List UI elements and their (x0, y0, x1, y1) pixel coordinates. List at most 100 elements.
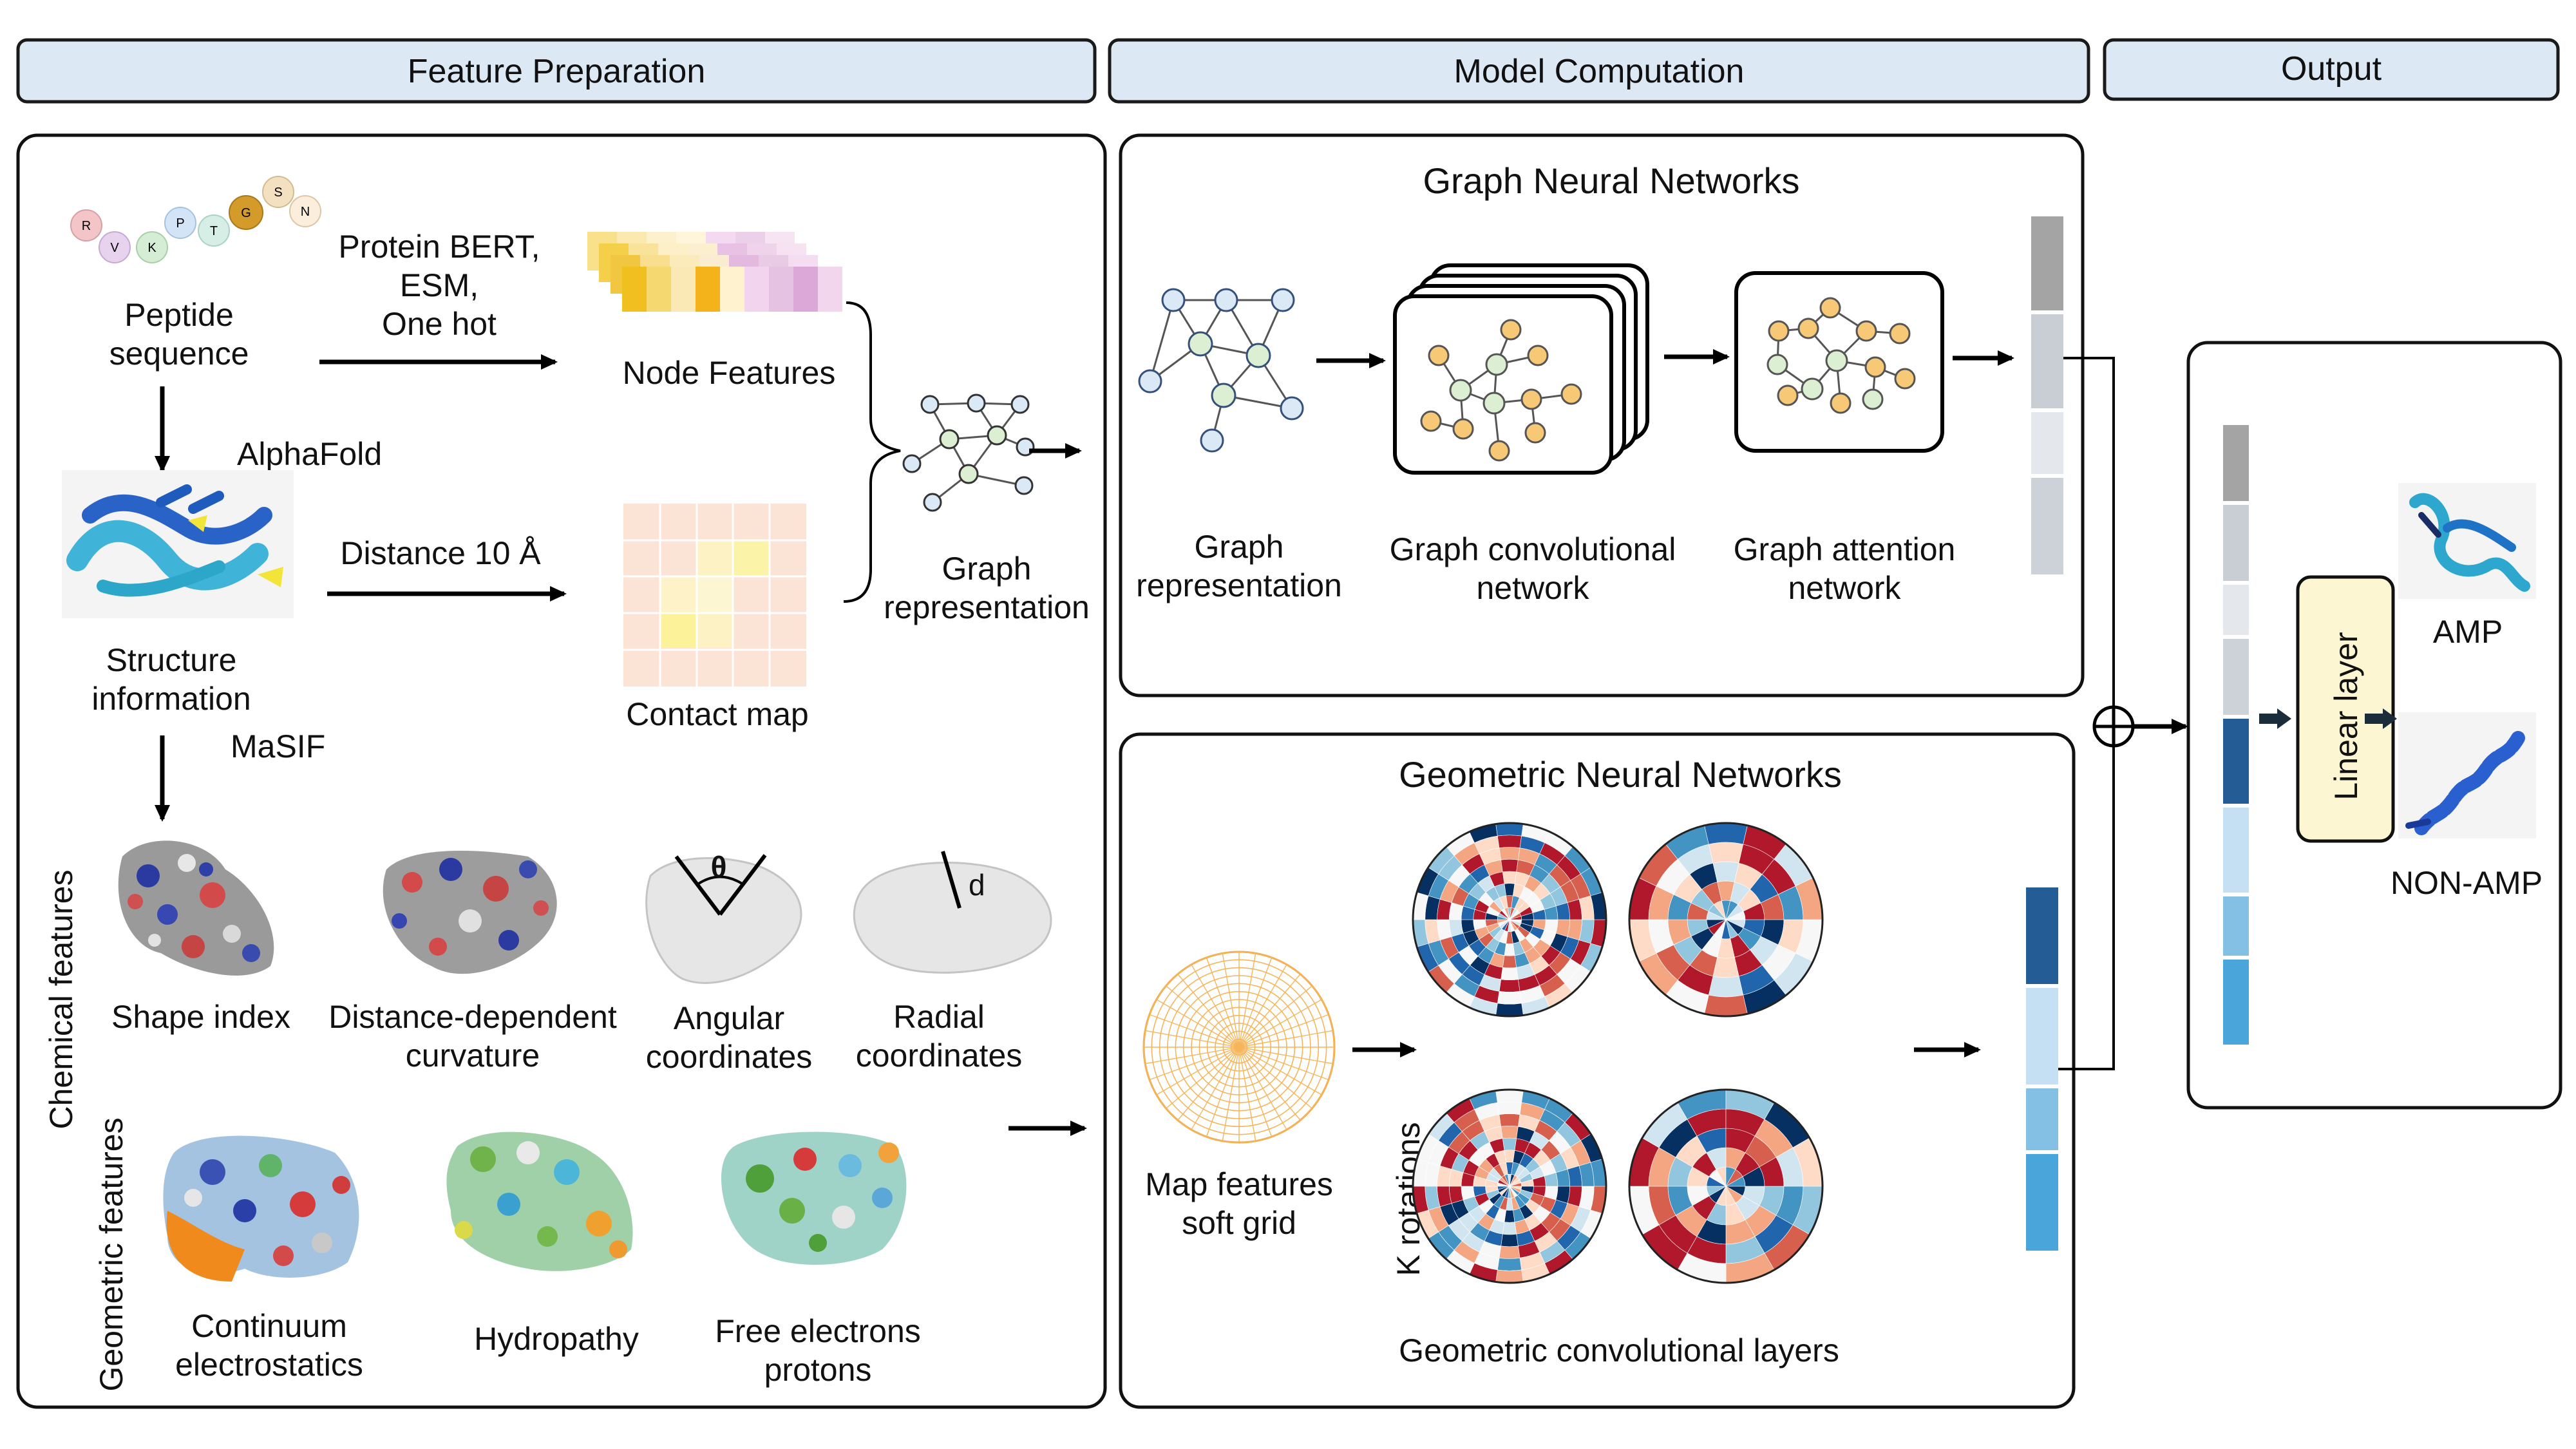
non-amp-label: NON-AMP (2391, 865, 2543, 901)
polar-cell (1712, 861, 1739, 882)
angular-coordinates-label-1: Angular (674, 1000, 784, 1036)
header-output: Output (2103, 38, 2560, 101)
hydropathy-surface-icon (446, 1132, 633, 1271)
map-features-label-2: soft grid (1182, 1205, 1296, 1241)
geo-output-embedding (2026, 887, 2058, 1251)
non-amp-structure-icon (2398, 712, 2536, 838)
free-electrons-label-1: Free electrons (715, 1313, 921, 1349)
polar-cell (1497, 1258, 1522, 1271)
header-feature-preparation: Feature Preparation (16, 38, 1097, 104)
polar-cell (1501, 1233, 1519, 1247)
soft-grid-spoke (1166, 985, 1240, 1048)
polar-outline (1628, 1088, 1824, 1284)
soft-grid-spoke (1238, 1046, 1301, 1121)
soft-grid-spoke (1238, 964, 1287, 1048)
soft-grid-spoke (1238, 1014, 1329, 1048)
graph-representation-label-1: Graph (942, 551, 1032, 587)
electrostatics-label-2: electrostatics (175, 1347, 363, 1383)
polar-cell (1708, 976, 1744, 998)
linear-layer-label: Linear layer (2328, 632, 2364, 800)
contact-map-matrix (623, 504, 806, 687)
small-arrow-to-classes (2365, 708, 2397, 729)
free-electrons-label-2: protons (764, 1352, 872, 1388)
soft-grid-spoke (1206, 1046, 1240, 1137)
electrostatics-label-1: Continuum (191, 1308, 347, 1344)
polar-cell (1502, 871, 1517, 884)
gcn-label-2: network (1476, 570, 1589, 606)
conv-polar-plot-4 (1628, 1088, 1824, 1284)
peptide-letter-s: S (274, 185, 282, 200)
soft-grid-spoke (1145, 1030, 1240, 1048)
polar-cell (1502, 1222, 1517, 1235)
polar-cell (1502, 955, 1517, 969)
amp-label: AMP (2433, 614, 2503, 650)
gcn-label-1: Graph convolutional (1390, 531, 1676, 567)
soft-grid-spoke (1238, 1046, 1333, 1065)
polar-cell (1499, 1245, 1520, 1259)
soft-grid-spoke (1156, 999, 1240, 1048)
soft-grid-polar-icon (1142, 951, 1336, 1144)
chemical-features-label: Chemical features (43, 870, 79, 1130)
contact-map-label: Contact map (626, 696, 808, 732)
polar-cell (1704, 994, 1748, 1017)
polar-cell (1495, 1269, 1524, 1283)
gnn-to-merge-line (2063, 357, 2115, 706)
geometric-features-label: Geometric features (93, 1117, 129, 1391)
amp-structure-icon (2398, 483, 2536, 599)
polar-outline (1412, 1088, 1607, 1284)
soft-grid-spoke (1177, 974, 1240, 1048)
soft-grid-spoke (1238, 1030, 1333, 1048)
gnn-graph-representation-label-2: representation (1136, 567, 1342, 603)
distance-label: Distance 10 Å (340, 535, 541, 571)
conv-polar-plot-1 (1412, 822, 1607, 1018)
alphafold-label: AlphaFold (237, 436, 382, 472)
encoder-label-2: ESM, (400, 267, 478, 303)
electrostatics-surface-icon (163, 1135, 359, 1282)
hydropathy-label: Hydropathy (474, 1321, 639, 1357)
combined-embedding (2223, 425, 2249, 1045)
free-electrons-surface-icon (721, 1132, 907, 1265)
radius-d-symbol: d (969, 868, 985, 902)
soft-grid-spoke (1238, 957, 1273, 1048)
polar-cell (1495, 1003, 1524, 1017)
peptide-sequence-label-2: sequence (109, 336, 249, 372)
polar-cell (1502, 1137, 1517, 1151)
shape-index-surface-icon (118, 840, 274, 976)
geo-panel (1119, 732, 2076, 1409)
gat-block (1734, 271, 1944, 453)
soft-grid-spoke (1238, 1046, 1312, 1109)
soft-grid-spoke (1149, 1046, 1240, 1081)
curvature-label-2: curvature (406, 1037, 540, 1074)
peptide-letter-t: T (210, 224, 218, 238)
polar-cell (1501, 1125, 1519, 1139)
soft-grid-spoke (1238, 1046, 1273, 1137)
peptide-sequence-icon: R V K P T G S N (70, 176, 321, 263)
polar-cell (1704, 822, 1748, 845)
soft-grid-spoke (1238, 1046, 1287, 1130)
angular-coordinates-surface-icon: θ (645, 850, 802, 984)
feature-preparation-panel (16, 133, 1107, 1409)
header-model-computation-label: Model Computation (1454, 53, 1745, 90)
soft-grid-spoke (1238, 985, 1312, 1048)
soft-grid-spoke (1206, 957, 1240, 1048)
polar-cell (1497, 991, 1522, 1005)
peptide-letter-p: P (176, 216, 184, 231)
soft-grid-spoke (1238, 974, 1301, 1048)
graph-representation-icon (902, 393, 1035, 512)
concat-plus-icon (2092, 705, 2135, 748)
radial-coordinates-surface-icon: d (853, 851, 1052, 974)
node-features-matrix (587, 232, 842, 312)
small-arrow-to-linear (2259, 708, 2291, 729)
polar-cell (1501, 967, 1519, 981)
polar-cell (1497, 835, 1522, 848)
angular-coordinates-label-2: coordinates (646, 1039, 813, 1075)
radial-coordinates-label-1: Radial (893, 999, 985, 1035)
node-features-label: Node Features (623, 355, 836, 391)
soft-grid-spoke (1166, 1046, 1240, 1109)
polar-cell (1708, 842, 1744, 864)
protein-structure-icon (62, 470, 294, 618)
masif-label: MaSIF (231, 728, 325, 764)
graph-representation-label-2: representation (884, 589, 1090, 625)
soft-grid-spoke (1177, 1046, 1240, 1121)
polar-cell (1499, 1113, 1520, 1127)
